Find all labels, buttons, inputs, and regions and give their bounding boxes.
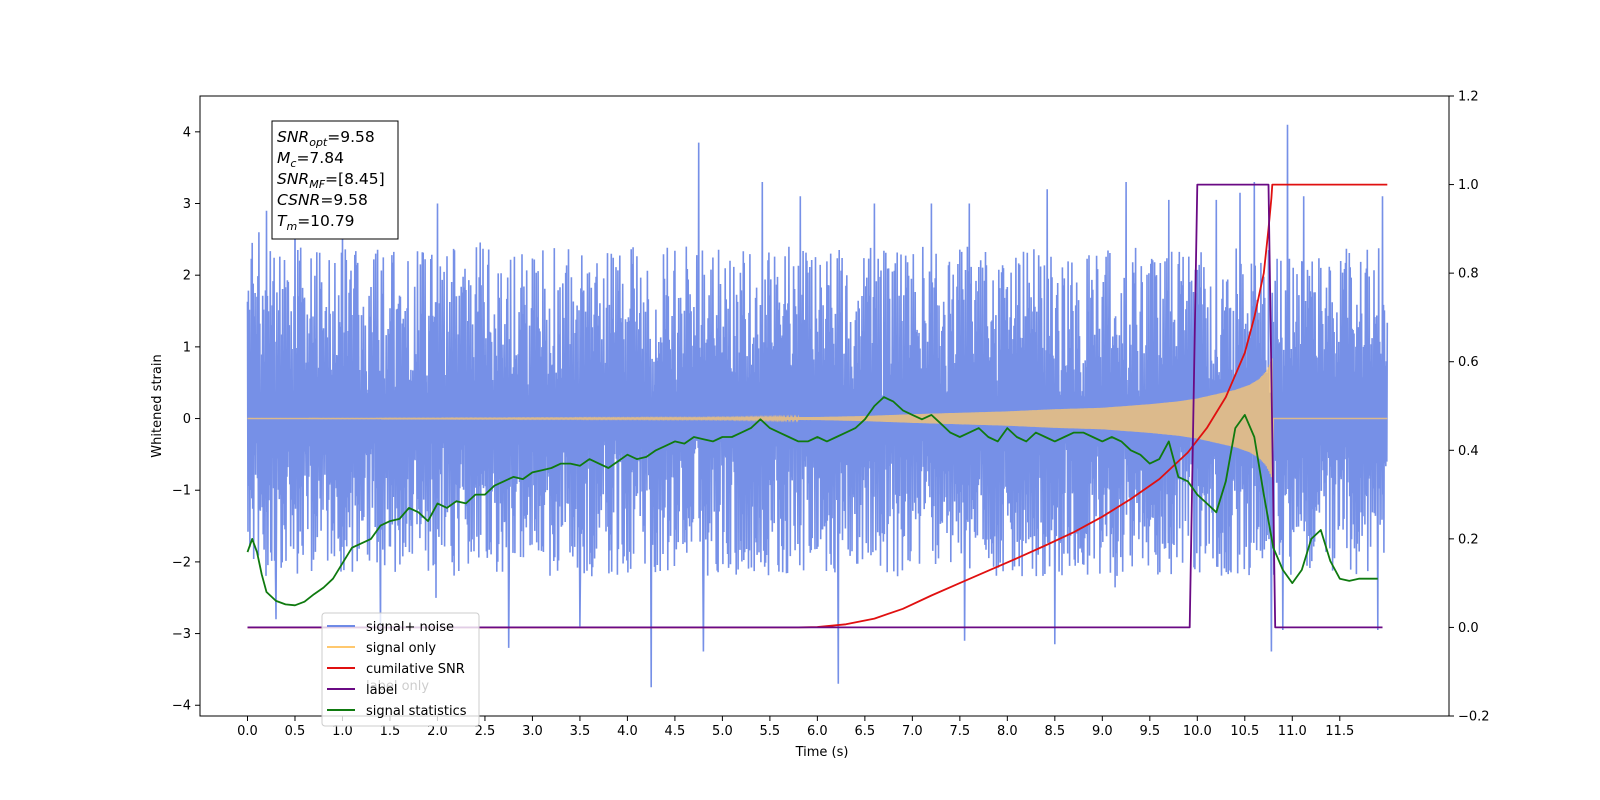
annotation-subscript: m bbox=[286, 220, 297, 233]
annotation-symbol: M bbox=[277, 149, 290, 167]
annotation-value: =[8.45] bbox=[325, 170, 385, 188]
x-tick-label: 9.0 bbox=[1092, 724, 1113, 739]
annotation-value: =9.58 bbox=[320, 191, 368, 209]
y-axis-left: 4 3 2 1 0 −1 −2 −3 −4 bbox=[172, 125, 200, 714]
y-right-tick-label: 1.2 bbox=[1458, 90, 1479, 105]
x-tick-label: 7.0 bbox=[902, 724, 923, 739]
y-left-tick-label: −4 bbox=[172, 699, 191, 714]
annotation-line: Tm=10.79 bbox=[277, 212, 355, 233]
x-tick-label: 7.5 bbox=[950, 724, 971, 739]
annotation-symbol: CSNR bbox=[277, 191, 320, 209]
x-tick-label: 3.0 bbox=[522, 724, 543, 739]
y-left-tick-label: −3 bbox=[172, 627, 191, 642]
x-tick-label: 5.0 bbox=[712, 724, 733, 739]
annotation-subscript: opt bbox=[309, 136, 328, 149]
y-right-tick-label: 1.0 bbox=[1458, 178, 1479, 193]
y-left-tick-label: −2 bbox=[172, 555, 191, 570]
plot-area bbox=[246, 124, 1389, 688]
y-axis-left-title: Whitened strain bbox=[150, 354, 165, 457]
x-tick-label: 0.0 bbox=[237, 724, 258, 739]
x-tick-label: 6.0 bbox=[807, 724, 828, 739]
annotation-line: Mc=7.84 bbox=[277, 149, 344, 170]
y-left-tick-label: 4 bbox=[183, 125, 191, 140]
y-axis-right: 1.2 1.0 0.8 0.6 0.4 0.2 0.0 −0.2 bbox=[1449, 90, 1490, 725]
legend-label: cumilative SNR bbox=[366, 662, 465, 677]
x-axis: 0.0 0.5 1.0 1.5 2.0 2.5 3.0 3.5 4.0 4.5 5.0 5.5 6.0 6… bbox=[237, 716, 1354, 739]
y-left-tick-label: 0 bbox=[183, 412, 191, 427]
x-tick-label: 11.0 bbox=[1278, 724, 1307, 739]
annotation-symbol: T bbox=[277, 212, 288, 230]
x-tick-label: 0.5 bbox=[285, 724, 306, 739]
series-signal-only bbox=[247, 358, 1388, 478]
annotation-subscript: c bbox=[290, 157, 296, 170]
series-signal-statistics bbox=[246, 396, 1378, 607]
x-tick-label: 11.5 bbox=[1325, 724, 1354, 739]
y-right-tick-label: 0.0 bbox=[1458, 621, 1479, 636]
y-right-tick-label: −0.2 bbox=[1458, 710, 1490, 725]
y-right-tick-label: 0.6 bbox=[1458, 355, 1479, 370]
x-tick-label: 4.0 bbox=[617, 724, 638, 739]
x-tick-label: 6.5 bbox=[855, 724, 876, 739]
y-left-tick-label: 1 bbox=[183, 340, 191, 355]
annotation-frame bbox=[271, 120, 399, 240]
annotation-line: SNRMF=[8.45] bbox=[277, 170, 385, 191]
axes-frame bbox=[199, 95, 1450, 717]
legend-label: signal only bbox=[366, 641, 436, 656]
y-left-tick-label: 2 bbox=[183, 269, 191, 284]
y-left-tick-label: 3 bbox=[183, 197, 191, 212]
annotation-value: =9.58 bbox=[327, 128, 375, 146]
x-tick-label: 10.5 bbox=[1230, 724, 1259, 739]
annotation-symbol: SNR bbox=[277, 128, 309, 146]
annotation-value: =7.84 bbox=[296, 149, 344, 167]
x-tick-label: 1.0 bbox=[332, 724, 353, 739]
annotation-symbol: SNR bbox=[277, 170, 309, 188]
x-tick-label: 8.5 bbox=[1044, 724, 1065, 739]
legend-label: label bbox=[366, 683, 397, 698]
legend-label: signal+ noise bbox=[366, 620, 454, 635]
annotation-subscript: MF bbox=[309, 178, 325, 191]
x-tick-label: 8.0 bbox=[997, 724, 1018, 739]
x-tick-label: 3.5 bbox=[570, 724, 591, 739]
annotation-box: SNRopt=9.58Mc=7.84SNRMF=[8.45]CSNR=9.58T… bbox=[271, 120, 399, 240]
y-right-tick-label: 0.8 bbox=[1458, 267, 1479, 282]
x-axis-title: Time (s) bbox=[795, 745, 849, 760]
annotation-value: =10.79 bbox=[297, 212, 354, 230]
y-right-tick-label: 0.2 bbox=[1458, 532, 1479, 547]
x-tick-label: 4.5 bbox=[665, 724, 686, 739]
legend-label: signal statistics bbox=[366, 704, 467, 719]
x-tick-label: 5.5 bbox=[760, 724, 781, 739]
x-tick-label: 2.5 bbox=[475, 724, 496, 739]
x-tick-label: 9.5 bbox=[1139, 724, 1160, 739]
y-left-tick-label: −1 bbox=[172, 484, 191, 499]
series-signal-noise bbox=[246, 124, 1389, 688]
y-right-tick-label: 0.4 bbox=[1458, 444, 1479, 459]
annotation-line: SNRopt=9.58 bbox=[277, 128, 375, 149]
series-cumulative-snr bbox=[247, 183, 1388, 629]
series-label bbox=[247, 183, 1383, 629]
x-tick-label: 10.0 bbox=[1183, 724, 1212, 739]
x-tick-label: 2.0 bbox=[427, 724, 448, 739]
annotation-line: CSNR=9.58 bbox=[277, 191, 368, 209]
legend-frame bbox=[321, 612, 480, 727]
x-tick-label: 1.5 bbox=[380, 724, 401, 739]
